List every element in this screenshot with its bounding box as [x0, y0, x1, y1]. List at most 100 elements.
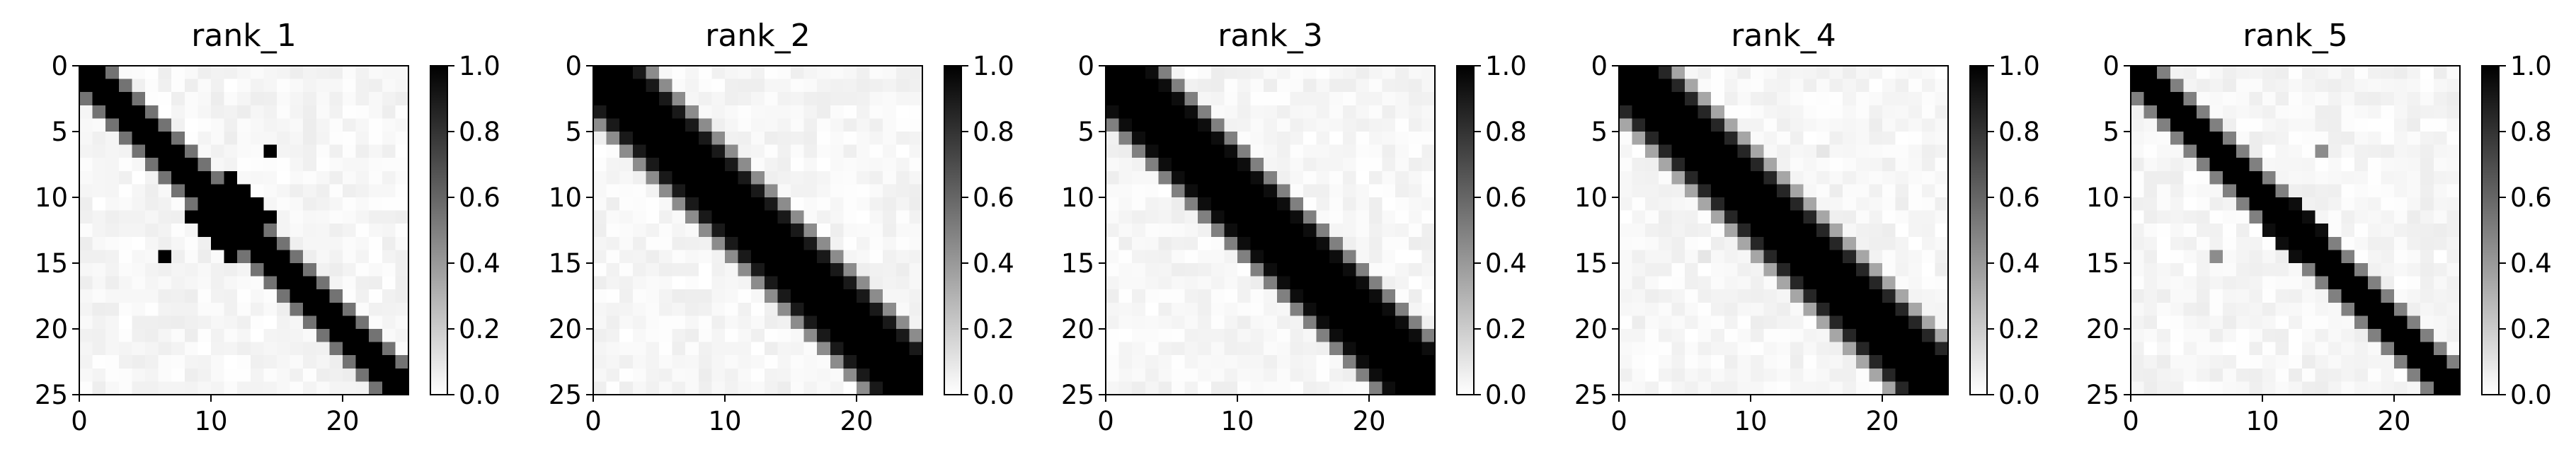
heatmap-cell	[1132, 236, 1146, 250]
heatmap-cell	[2289, 276, 2303, 290]
heatmap-cell	[1921, 132, 1935, 146]
heatmap-cell	[2143, 170, 2158, 185]
heatmap-cell	[303, 170, 317, 185]
heatmap-cell	[145, 158, 159, 172]
heatmap-cell	[764, 368, 778, 382]
heatmap-cell	[2367, 250, 2381, 264]
heatmap-cell	[1671, 329, 1685, 343]
heatmap-cell	[2223, 79, 2237, 93]
heatmap-cell	[1685, 355, 1699, 369]
heatmap-cell	[79, 315, 93, 330]
heatmap-cell	[184, 132, 198, 146]
heatmap-cell	[79, 289, 93, 303]
heatmap-cell	[395, 79, 409, 93]
heatmap-cell	[1843, 342, 1857, 356]
heatmap-cell	[1803, 224, 1817, 238]
heatmap-cell	[869, 368, 883, 382]
heatmap-cell	[1751, 197, 1765, 211]
heatmap-cell	[659, 276, 673, 290]
heatmap-cell	[672, 224, 686, 238]
heatmap-cell	[751, 158, 765, 172]
heatmap-cell	[1224, 329, 1238, 343]
heatmap-cell	[2446, 302, 2461, 316]
heatmap-cell	[1777, 158, 1791, 172]
heatmap-cell	[250, 368, 264, 382]
heatmap-cell	[2236, 276, 2250, 290]
heatmap-cell	[1408, 210, 1422, 224]
heatmap-cell	[1869, 158, 1883, 172]
heatmap-cell	[1408, 289, 1422, 303]
heatmap-cell	[2275, 92, 2289, 106]
heatmap-cell	[751, 250, 765, 264]
heatmap-cell	[2315, 79, 2329, 93]
heatmap-cell	[738, 118, 752, 132]
heatmap-cell	[1184, 132, 1198, 146]
heatmap-cell	[2170, 368, 2184, 382]
heatmap-cell	[1658, 224, 1672, 238]
heatmap-cell	[303, 276, 317, 290]
heatmap-cell	[711, 144, 726, 158]
heatmap-cell	[1829, 66, 1843, 80]
heatmap-cell	[1198, 197, 1212, 211]
heatmap-cell	[1184, 329, 1198, 343]
heatmap-cell	[2262, 289, 2277, 303]
heatmap-cell	[2275, 224, 2289, 238]
heatmap-cell	[1843, 355, 1857, 369]
heatmap-cell	[1763, 197, 1778, 211]
heatmap-cell	[672, 368, 686, 382]
heatmap-cell	[1172, 210, 1186, 224]
heatmap-cell	[1843, 263, 1857, 277]
heatmap-cell	[1921, 329, 1935, 343]
heatmap-cell	[2354, 276, 2369, 290]
heatmap-cell	[1685, 263, 1699, 277]
heatmap-cell	[369, 342, 383, 356]
heatmap-cell	[92, 118, 106, 132]
heatmap-cell	[791, 79, 805, 93]
heatmap-cell	[1172, 170, 1186, 185]
heatmap-cell	[1106, 315, 1120, 330]
heatmap-cell	[2170, 184, 2184, 198]
heatmap-cell	[1158, 118, 1172, 132]
heatmap-cell	[263, 355, 277, 369]
heatmap-cell	[2275, 263, 2289, 277]
heatmap-cell	[2315, 329, 2329, 343]
heatmap-cell	[1172, 158, 1186, 172]
heatmap-cell	[171, 170, 185, 185]
heatmap-cell	[2341, 210, 2355, 224]
heatmap-cell	[606, 66, 620, 80]
heatmap-cell	[1237, 118, 1252, 132]
heatmap-cell	[791, 289, 805, 303]
heatmap-cell	[1382, 315, 1396, 330]
heatmap-cell	[1237, 79, 1252, 93]
heatmap-cell	[2143, 184, 2158, 198]
heatmap-cell	[1369, 381, 1383, 395]
heatmap-cell	[2236, 144, 2250, 158]
heatmap-cell	[2223, 132, 2237, 146]
heatmap-cell	[1184, 210, 1198, 224]
heatmap-cell	[1382, 184, 1396, 198]
heatmap-cell	[1290, 329, 1304, 343]
heatmap-cell	[738, 381, 752, 395]
heatmap-cell	[2170, 144, 2184, 158]
heatmap-cell	[672, 92, 686, 106]
heatmap-cell	[369, 170, 383, 185]
heatmap-cell	[158, 289, 172, 303]
heatmap-cell	[857, 105, 871, 119]
heatmap-cell	[1303, 66, 1317, 80]
heatmap-cell	[2289, 342, 2303, 356]
colorbar-tick-label: 1.0	[459, 51, 500, 81]
heatmap-cell	[2262, 250, 2277, 264]
heatmap-cell	[369, 132, 383, 146]
heatmap-cell	[1619, 66, 1633, 80]
heatmap-cell	[1158, 302, 1172, 316]
heatmap-cell	[659, 236, 673, 250]
heatmap-cell	[1421, 105, 1436, 119]
heatmap-cell	[1671, 302, 1685, 316]
heatmap-cell	[1172, 184, 1186, 198]
heatmap-cell	[277, 224, 291, 238]
heatmap-cell	[803, 132, 818, 146]
heatmap-cell	[1685, 118, 1699, 132]
heatmap-cell	[2381, 105, 2395, 119]
heatmap-cell	[1763, 329, 1778, 343]
heatmap-cell	[1356, 158, 1370, 172]
